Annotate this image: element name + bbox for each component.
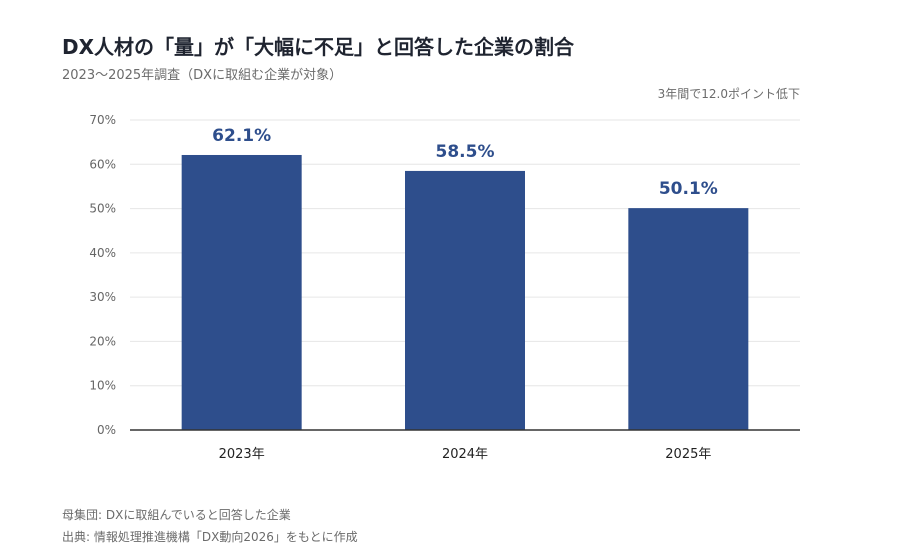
- x-tick-label: 2025年: [665, 447, 711, 462]
- bar-value-label: 62.1%: [212, 126, 271, 146]
- y-tick-label: 0%: [97, 423, 116, 437]
- x-tick-label: 2023年: [219, 447, 265, 462]
- source-note: 出典: 情報処理推進機構「DX動向2026」をもとに作成: [62, 530, 358, 544]
- y-tick-label: 10%: [89, 379, 116, 393]
- bar: [405, 170, 525, 430]
- bar-value-label: 58.5%: [436, 142, 495, 162]
- y-tick-label: 50%: [89, 202, 116, 216]
- change-annotation: 3年間で12.0ポイント低下: [657, 87, 800, 101]
- population-note: 母集団: DXに取組んでいると回答した企業: [62, 508, 291, 522]
- x-tick-label: 2024年: [442, 447, 488, 462]
- y-tick-label: 20%: [89, 334, 116, 348]
- chart-title: DX人材の「量」が「大幅に不足」と回答した企業の割合: [62, 35, 575, 59]
- bar: [628, 208, 749, 430]
- y-tick-label: 40%: [89, 246, 116, 260]
- y-tick-label: 70%: [89, 113, 116, 127]
- bar: [181, 154, 302, 430]
- chart-subtitle: 2023〜2025年調査（DXに取組む企業が対象）: [62, 68, 343, 83]
- y-tick-label: 60%: [89, 157, 116, 171]
- bar-value-label: 50.1%: [659, 179, 718, 199]
- y-tick-label: 30%: [89, 290, 116, 304]
